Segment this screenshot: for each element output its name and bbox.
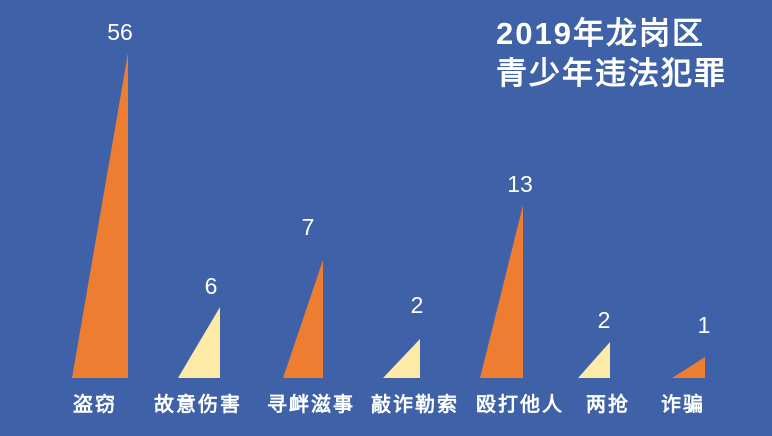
- triangle-bar: [578, 342, 610, 378]
- category-label: 诈骗: [661, 394, 705, 416]
- triangle-bar: [480, 205, 523, 378]
- chart-title-line2: 青少年违法犯罪: [496, 56, 727, 91]
- chart-title-line1: 2019年龙岗区: [496, 16, 705, 51]
- bar-value-label: 56: [107, 19, 133, 45]
- category-label: 盗窃: [73, 394, 117, 416]
- chart-title: 2019年龙岗区 青少年违法犯罪: [496, 14, 766, 94]
- bar-value-label: 2: [410, 292, 424, 318]
- category-label: 寻衅滋事: [267, 394, 355, 416]
- category-label: 殴打他人: [476, 394, 564, 416]
- bar-value-label: 2: [597, 307, 611, 333]
- triangle-bar: [178, 307, 220, 378]
- category-label: 故意伤害: [154, 394, 242, 416]
- triangle-bar: [283, 260, 323, 378]
- bar-value-label: 1: [697, 312, 711, 338]
- bar-value-label: 6: [204, 273, 218, 299]
- triangle-bar: [72, 53, 128, 378]
- category-label: 敲诈勒索: [371, 394, 459, 416]
- triangle-bar: [383, 339, 420, 378]
- bar-value-label: 7: [301, 214, 315, 240]
- category-label: 两抢: [586, 394, 630, 416]
- bar-value-label: 13: [507, 171, 533, 197]
- triangle-bar: [672, 357, 705, 378]
